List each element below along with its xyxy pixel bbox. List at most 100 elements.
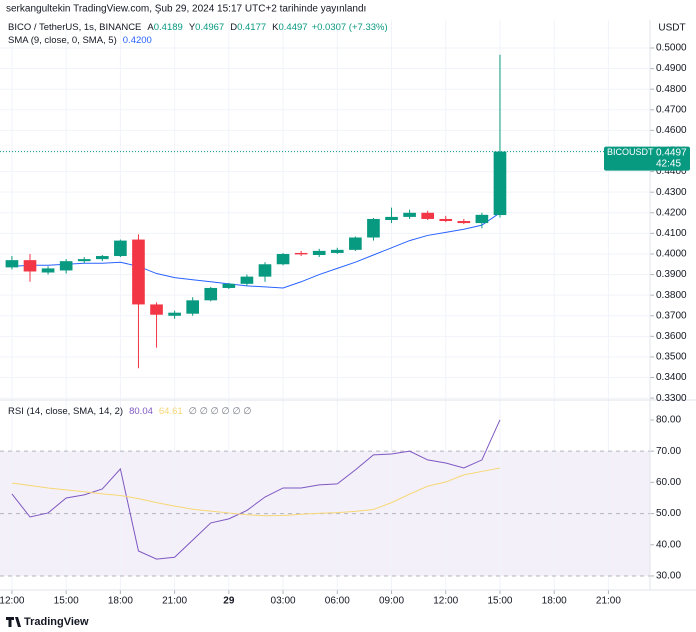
logo-icon	[6, 617, 21, 627]
y-tick-label: 30.00	[656, 571, 681, 582]
candle-body	[439, 218, 453, 222]
rsi-legend-value: 80.04	[129, 406, 153, 417]
x-tick-label: 03:00	[271, 596, 296, 607]
x-tick-label: 21:00	[596, 596, 621, 607]
y-tick-label: 0.4300	[656, 187, 687, 198]
y-tick-label: 0.4400	[656, 166, 687, 177]
candle-body	[240, 276, 254, 284]
x-tick-label: 29	[223, 596, 235, 607]
candle-body	[349, 237, 362, 250]
candle-body	[457, 221, 471, 224]
legend-value: 0.4189	[154, 22, 183, 33]
y-tick-label: 80.00	[656, 415, 681, 426]
price-change: +0.0307 (+7.33%)	[312, 22, 388, 33]
footer-logo: TradingView	[6, 616, 89, 628]
y-tick-label: 40.00	[656, 539, 681, 550]
candle-body	[330, 249, 344, 253]
sma-legend: SMA (9, close, 0, SMA, 5) 0.4200	[8, 35, 152, 46]
y-tick-label: 0.3800	[656, 290, 687, 301]
y-tick-label: 0.3600	[656, 331, 687, 342]
ohlc-legend: BICO / TetherUS, 1s, BINANCE A0.4189 Y0.49…	[8, 22, 388, 33]
y-tick-label: 0.3500	[656, 352, 687, 363]
candle-body	[222, 283, 236, 288]
candle-body	[421, 212, 434, 219]
candle-body	[95, 256, 109, 260]
labels: 0.3300 0.3400 0.3500 0.3600 0.3700 0.3800 0.39…	[0, 22, 690, 607]
y-tick-label: 0.4900	[656, 63, 687, 74]
candle-body	[5, 260, 19, 268]
y-tick-label: 60.00	[656, 477, 681, 488]
candle-body	[367, 218, 380, 238]
x-tick-label: 09:00	[379, 596, 404, 607]
y-tick-label: 0.4800	[656, 84, 687, 95]
last-price-value: 0.4497	[656, 147, 687, 158]
candle-body	[312, 250, 326, 256]
y-tick-label: 0.4100	[656, 228, 687, 239]
y-tick-label: 0.3300	[656, 393, 687, 404]
candle-body	[168, 312, 181, 316]
panel-backgrounds	[0, 451, 650, 576]
legend-value: 0.4497	[279, 22, 308, 33]
x-tick-label: 06:00	[325, 596, 350, 607]
candle-body	[276, 253, 290, 265]
axes: USDT	[0, 20, 696, 591]
legend-value: 0.4177	[237, 22, 266, 33]
legend-key: A	[147, 22, 154, 33]
legend-key: K	[272, 22, 279, 33]
last-price-countdown: 42:45	[656, 158, 681, 169]
symbol-title: BICO / TetherUS, 1s, BINANCE	[8, 22, 141, 33]
candle-body	[294, 252, 308, 255]
candle-body	[41, 268, 55, 273]
x-tick-label: 12:00	[433, 596, 458, 607]
plot-area	[5, 54, 507, 560]
rsi-legend-value: 64.61	[159, 406, 183, 417]
y-tick-label: 0.3700	[656, 310, 687, 321]
y-tick-label: 0.3900	[656, 269, 687, 280]
last-price-symbol: BICOUSDT	[607, 147, 654, 157]
candle-body	[23, 260, 37, 272]
candle-body	[493, 151, 507, 216]
candle-body	[186, 300, 200, 314]
x-tick-label: 18:00	[108, 596, 133, 607]
candle-body	[59, 261, 73, 271]
y-tick-label: 0.3400	[656, 372, 687, 383]
x-tick-label: 21:00	[162, 596, 187, 607]
rsi-sma-line	[11, 467, 501, 517]
candle-body	[204, 287, 218, 301]
sma-name: SMA (9, close, 0, SMA, 5)	[8, 35, 117, 46]
x-tick-label: 12:00	[0, 596, 25, 607]
sma-line	[11, 212, 501, 289]
y-tick-label: 0.4700	[656, 104, 687, 115]
x-tick-label: 18:00	[542, 596, 567, 607]
candle-body	[258, 264, 272, 277]
y-tick-label: 50.00	[656, 508, 681, 519]
x-tick-label: 15:00	[54, 596, 79, 607]
candle-body	[403, 212, 416, 217]
candle-body	[77, 259, 91, 262]
legend-key: Y	[189, 22, 196, 33]
y-tick-label: 0.5000	[656, 43, 687, 54]
y-axis-unit: USDT	[658, 23, 685, 34]
y-tick-label: 0.4200	[656, 207, 687, 218]
x-tick-label: 15:00	[487, 596, 512, 607]
y-tick-label: 70.00	[656, 446, 681, 457]
rsi-line	[11, 419, 501, 560]
sma-value: 0.4200	[123, 35, 152, 46]
publisher: serkangultekin TradingView.com, Şub 29, …	[6, 4, 366, 15]
legend-key: D	[230, 22, 237, 33]
candle-body	[150, 304, 163, 315]
legend-value: 0.4967	[195, 22, 224, 33]
rsi-title: RSI (14, close, SMA, 14, 2)	[8, 406, 123, 417]
rsi-extra: ∅ ∅ ∅ ∅ ∅ ∅	[189, 406, 252, 417]
rsi-band-fill	[0, 451, 650, 576]
candle-body	[475, 214, 489, 224]
candle-body	[385, 216, 398, 220]
y-tick-label: 0.4000	[656, 249, 687, 260]
last-price-box	[604, 146, 690, 171]
brand: TradingView	[24, 616, 89, 628]
y-tick-label: 0.4600	[656, 125, 687, 136]
candle-body	[132, 239, 145, 305]
candle-body	[114, 240, 127, 257]
rsi-legend: RSI (14, close, SMA, 14, 2) 80.04 64.61 ∅ ∅…	[8, 406, 252, 417]
